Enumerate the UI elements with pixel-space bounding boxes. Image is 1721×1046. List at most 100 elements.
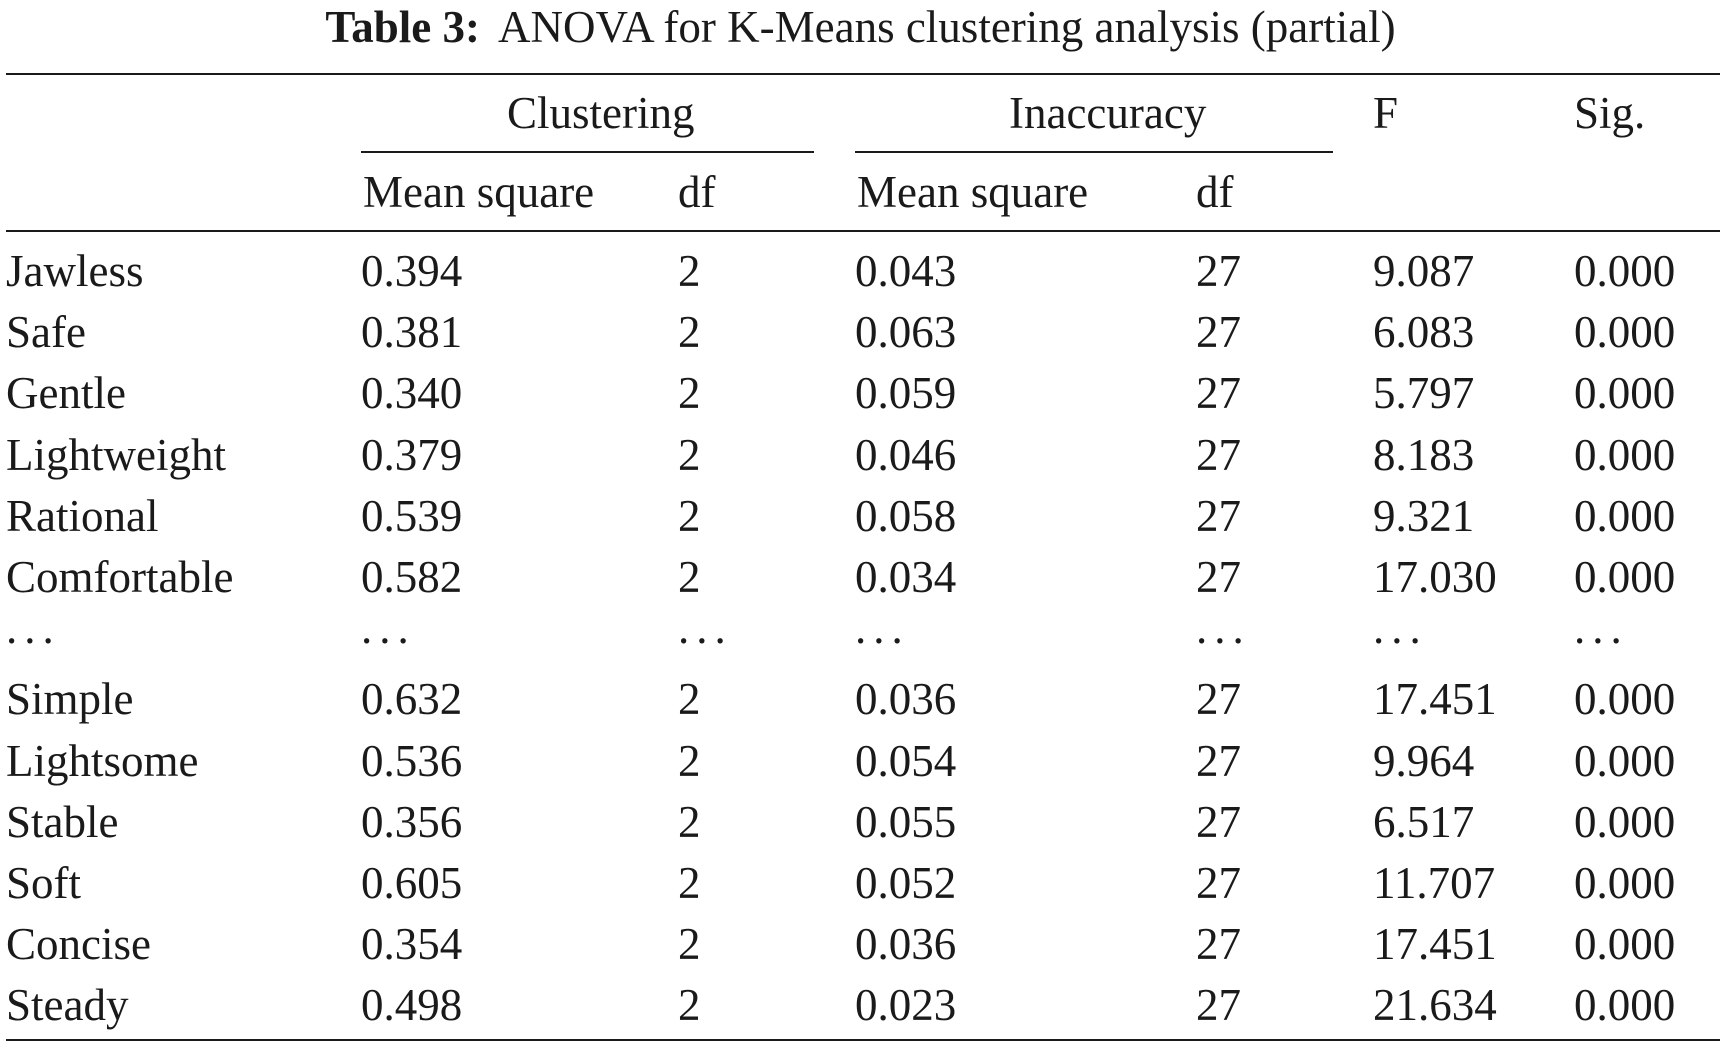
cell-f-value: 9.321 [1373, 491, 1475, 541]
cell-clustering-df: 2 [678, 246, 701, 296]
cell-inaccuracy-mean-square: 0.043 [855, 246, 957, 296]
cell-f-value: 17.451 [1373, 674, 1497, 724]
cell-inaccuracy-df: 27 [1196, 858, 1241, 908]
cell-inaccuracy-mean-square: 0.036 [855, 919, 957, 969]
cell-clustering-df: 2 [678, 736, 701, 786]
cell-inaccuracy-df: 27 [1196, 307, 1241, 357]
cell-inaccuracy-df: 27 [1196, 919, 1241, 969]
cell-clustering-mean-square: 0.605 [361, 858, 463, 908]
cell-term: Lightsome [6, 736, 199, 786]
cell-term: Stable [6, 797, 119, 847]
cell-term: Steady [6, 980, 129, 1030]
table-bottom-rule [6, 1039, 1720, 1041]
cell-inaccuracy-mean-square: 0.059 [855, 368, 957, 418]
cell-clustering-df: ... [678, 603, 733, 653]
header-inaccuracy: Inaccuracy [1009, 88, 1207, 138]
cell-term: Rational [6, 491, 159, 541]
cell-clustering-df: 2 [678, 797, 701, 847]
cell-sig-value: 0.000 [1574, 797, 1676, 847]
cell-clustering-mean-square: 0.381 [361, 307, 463, 357]
cell-clustering-df: 2 [678, 919, 701, 969]
cell-clustering-mean-square: 0.498 [361, 980, 463, 1030]
cell-clustering-df: 2 [678, 307, 701, 357]
cell-inaccuracy-mean-square: 0.055 [855, 797, 957, 847]
header-inaccuracy-mean-square: Mean square [857, 167, 1089, 217]
cell-clustering-mean-square: 0.539 [361, 491, 463, 541]
inaccuracy-group-rule [855, 151, 1333, 153]
cell-sig-value: 0.000 [1574, 552, 1676, 602]
cell-clustering-mean-square: 0.582 [361, 552, 463, 602]
cell-term: Comfortable [6, 552, 234, 602]
cell-clustering-mean-square: 0.354 [361, 919, 463, 969]
cell-sig-value: ... [1574, 603, 1629, 653]
cell-f-value: 11.707 [1373, 858, 1496, 908]
cell-sig-value: 0.000 [1574, 674, 1676, 724]
cell-clustering-mean-square: 0.340 [361, 368, 463, 418]
cell-clustering-df: 2 [678, 980, 701, 1030]
cell-inaccuracy-mean-square: 0.036 [855, 674, 957, 724]
cell-clustering-mean-square: 0.394 [361, 246, 463, 296]
cell-term: ... [6, 603, 61, 653]
header-bottom-rule [6, 230, 1720, 232]
cell-inaccuracy-df: 27 [1196, 980, 1241, 1030]
cell-clustering-df: 2 [678, 552, 701, 602]
cell-inaccuracy-df: 27 [1196, 552, 1241, 602]
cell-clustering-mean-square: 0.536 [361, 736, 463, 786]
cell-f-value: 5.797 [1373, 368, 1475, 418]
cell-inaccuracy-df: 27 [1196, 736, 1241, 786]
cell-inaccuracy-mean-square: 0.034 [855, 552, 957, 602]
cell-clustering-df: 2 [678, 430, 701, 480]
cell-clustering-df: 2 [678, 858, 701, 908]
cell-sig-value: 0.000 [1574, 491, 1676, 541]
cell-inaccuracy-mean-square: ... [855, 603, 910, 653]
cell-clustering-df: 2 [678, 491, 701, 541]
cell-sig-value: 0.000 [1574, 307, 1676, 357]
cell-term: Safe [6, 307, 86, 357]
cell-sig-value: 0.000 [1574, 919, 1676, 969]
cell-clustering-df: 2 [678, 368, 701, 418]
cell-inaccuracy-df: 27 [1196, 368, 1241, 418]
cell-inaccuracy-mean-square: 0.058 [855, 491, 957, 541]
cell-clustering-df: 2 [678, 674, 701, 724]
cell-sig-value: 0.000 [1574, 430, 1676, 480]
cell-f-value: 6.083 [1373, 307, 1475, 357]
table-caption: Table 3: ANOVA for K-Means clustering ana… [0, 2, 1721, 52]
cell-f-value: 21.634 [1373, 980, 1497, 1030]
cell-clustering-mean-square: 0.356 [361, 797, 463, 847]
cell-inaccuracy-mean-square: 0.052 [855, 858, 957, 908]
cell-f-value: 6.517 [1373, 797, 1475, 847]
table-top-rule [6, 73, 1720, 75]
header-clustering-df: df [678, 167, 716, 217]
cell-term: Gentle [6, 368, 126, 418]
cell-f-value: 17.030 [1373, 552, 1497, 602]
cell-f-value: ... [1373, 603, 1428, 653]
table-caption-text: ANOVA for K-Means clustering analysis (p… [497, 2, 1396, 52]
cell-inaccuracy-mean-square: 0.023 [855, 980, 957, 1030]
cell-inaccuracy-df: 27 [1196, 674, 1241, 724]
cell-inaccuracy-df: 27 [1196, 246, 1241, 296]
cell-sig-value: 0.000 [1574, 368, 1676, 418]
cell-term: Soft [6, 858, 82, 908]
cell-inaccuracy-df: 27 [1196, 491, 1241, 541]
table-caption-label: Table 3: [325, 2, 480, 52]
cell-clustering-mean-square: 0.632 [361, 674, 463, 724]
clustering-group-rule [361, 151, 814, 153]
cell-f-value: 9.964 [1373, 736, 1475, 786]
cell-sig-value: 0.000 [1574, 736, 1676, 786]
cell-inaccuracy-mean-square: 0.054 [855, 736, 957, 786]
cell-inaccuracy-df: 27 [1196, 797, 1241, 847]
cell-inaccuracy-df: 27 [1196, 430, 1241, 480]
cell-term: Simple [6, 674, 134, 724]
header-inaccuracy-df: df [1196, 167, 1234, 217]
header-clustering-mean-square: Mean square [363, 167, 595, 217]
cell-inaccuracy-mean-square: 0.063 [855, 307, 957, 357]
header-f: F [1373, 88, 1399, 138]
cell-term: Lightweight [6, 430, 226, 480]
cell-inaccuracy-mean-square: 0.046 [855, 430, 957, 480]
cell-clustering-mean-square: ... [361, 603, 416, 653]
cell-sig-value: 0.000 [1574, 246, 1676, 296]
cell-clustering-mean-square: 0.379 [361, 430, 463, 480]
cell-sig-value: 0.000 [1574, 980, 1676, 1030]
header-sig: Sig. [1574, 88, 1646, 138]
cell-inaccuracy-df: ... [1196, 603, 1251, 653]
